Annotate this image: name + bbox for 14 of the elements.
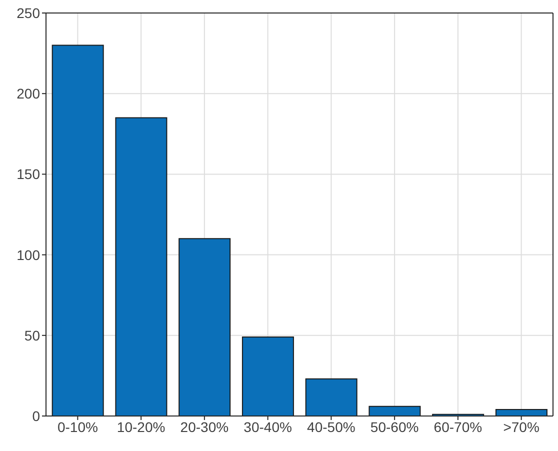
y-tick-label: 150 bbox=[16, 166, 40, 182]
x-tick-label: 30-40% bbox=[244, 418, 292, 435]
x-tick-label: 0-10% bbox=[57, 418, 98, 435]
x-tick-label: 40-50% bbox=[307, 418, 356, 435]
y-tick-label: 50 bbox=[24, 327, 40, 344]
y-tick-label: 250 bbox=[16, 4, 40, 21]
y-tick-label: 100 bbox=[16, 246, 40, 263]
y-tick-label: 0 bbox=[32, 408, 40, 424]
y-tick-label: 200 bbox=[16, 86, 40, 102]
x-tick-label: 20-30% bbox=[180, 418, 229, 435]
x-tick-label: 60-70% bbox=[434, 418, 482, 435]
x-tick-label: 50-60% bbox=[370, 418, 419, 435]
x-tick-label: 10-20% bbox=[116, 418, 166, 435]
x-tick-label: >70% bbox=[503, 418, 540, 435]
